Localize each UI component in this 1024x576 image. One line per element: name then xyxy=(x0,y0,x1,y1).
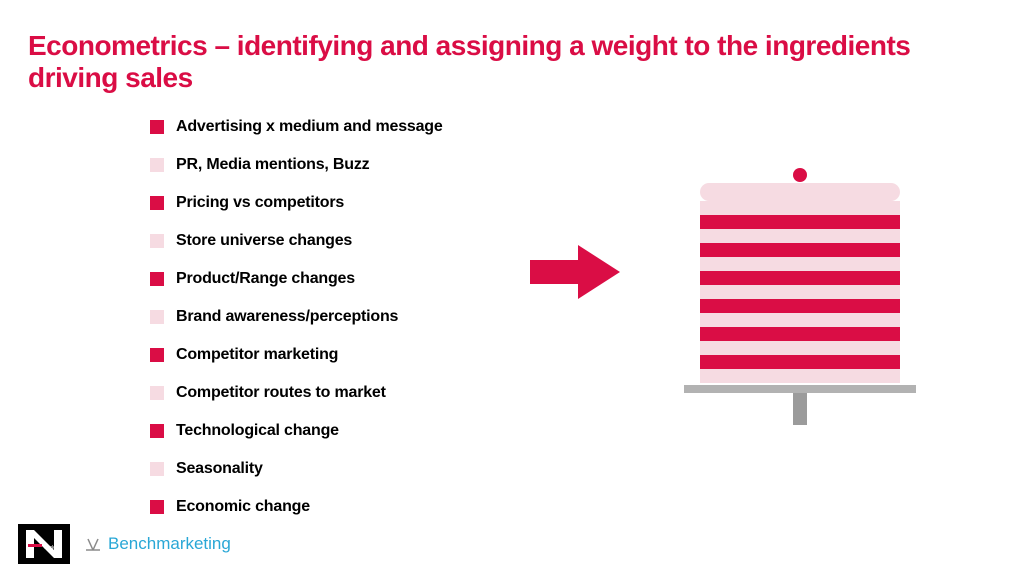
list-item-label: Technological change xyxy=(176,422,339,440)
benchmark-logo: Benchmarketing xyxy=(84,534,231,554)
bullet-list: Advertising x medium and message PR, Medi… xyxy=(150,118,530,536)
brand-logo: works xyxy=(18,524,70,564)
list-item-label: Store universe changes xyxy=(176,232,352,250)
list-item-label: Competitor marketing xyxy=(176,346,338,364)
arrow-icon xyxy=(530,245,630,305)
bullet-square-icon xyxy=(150,196,164,210)
svg-text:works: works xyxy=(44,545,58,551)
bullet-square-icon xyxy=(150,120,164,134)
list-item: Competitor routes to market xyxy=(150,384,530,402)
list-item-label: Brand awareness/perceptions xyxy=(176,308,398,326)
bullet-square-icon xyxy=(150,234,164,248)
list-item-label: Economic change xyxy=(176,498,310,516)
bullet-square-icon xyxy=(150,310,164,324)
bullet-square-icon xyxy=(150,500,164,514)
list-item: Advertising x medium and message xyxy=(150,118,530,136)
list-item: Economic change xyxy=(150,498,530,516)
list-item: Brand awareness/perceptions xyxy=(150,308,530,326)
page-title: Econometrics – identifying and assigning… xyxy=(28,30,988,94)
list-item: Pricing vs competitors xyxy=(150,194,530,212)
bullet-square-icon xyxy=(150,424,164,438)
cake-graphic xyxy=(680,165,920,425)
list-item: Store universe changes xyxy=(150,232,530,250)
list-item: Competitor marketing xyxy=(150,346,530,364)
list-item: Seasonality xyxy=(150,460,530,478)
list-item-label: PR, Media mentions, Buzz xyxy=(176,156,369,174)
list-item-label: Advertising x medium and message xyxy=(176,118,443,136)
list-item-label: Product/Range changes xyxy=(176,270,355,288)
list-item: PR, Media mentions, Buzz xyxy=(150,156,530,174)
bullet-square-icon xyxy=(150,272,164,286)
bullet-square-icon xyxy=(150,348,164,362)
bullet-square-icon xyxy=(150,386,164,400)
list-item-label: Seasonality xyxy=(176,460,263,478)
list-item: Product/Range changes xyxy=(150,270,530,288)
bullet-square-icon xyxy=(150,158,164,172)
bullet-square-icon xyxy=(150,462,164,476)
list-item: Technological change xyxy=(150,422,530,440)
list-item-label: Pricing vs competitors xyxy=(176,194,344,212)
slide: Econometrics – identifying and assigning… xyxy=(0,0,1024,576)
footer: works Benchmarketing xyxy=(18,524,231,564)
list-item-label: Competitor routes to market xyxy=(176,384,386,402)
benchmark-label: Benchmarketing xyxy=(108,534,231,554)
